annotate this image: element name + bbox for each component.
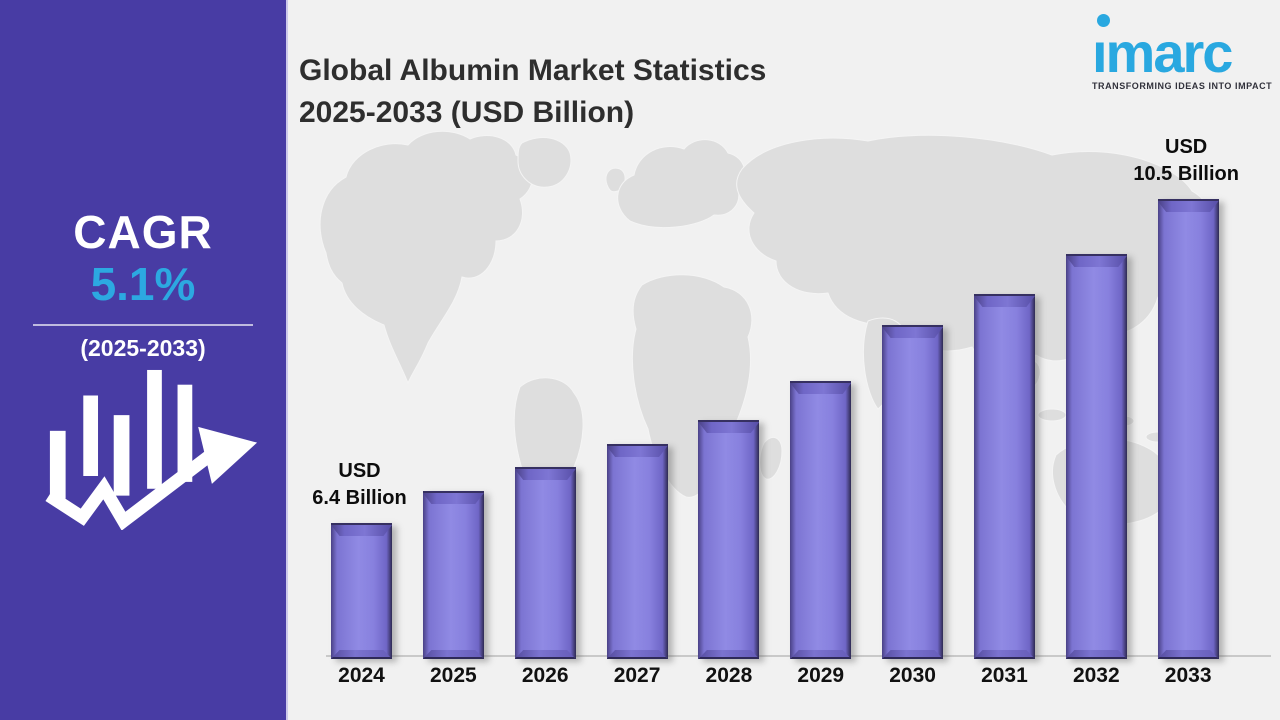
bar-2029 [790,381,852,659]
bar-2026 [514,467,576,659]
x-axis-label-2024: 2024 [338,664,385,687]
logo-wordmark: ımarc [1092,21,1233,84]
bar-chart-growth-arrow-icon [45,369,258,530]
bar-value-label-2024: USD 6.4 Billion [312,460,407,509]
bar-2024 [331,523,392,659]
bar-2030 [882,325,944,659]
page-title-line2: 2025-2033 (USD Billion) [299,96,635,130]
cagr-value: 5.1% [90,258,196,310]
x-axis-label-2025: 2025 [429,664,477,687]
page-title: Global Albumin Market Statistics 2025-20… [299,50,939,134]
bar-2031 [973,294,1035,659]
bar-2025 [422,491,484,659]
imarc-logo: ımarc TRANSFORMING IDEAS INTO IMPACT [1092,6,1272,91]
cagr-label: CAGR [73,206,213,258]
bar-2033 [1157,199,1219,659]
page-title-line1: Global Albumin Market Statistics [299,54,767,88]
x-axis-label-2028: 2028 [705,664,753,687]
bar-2032 [1065,254,1127,659]
cagr-sidebar: CAGR 5.1% (2025-2033) [0,0,288,720]
bar-2028 [698,420,760,659]
x-axis-label-2030: 2030 [889,664,936,687]
divider [33,324,253,326]
x-axis-label-2032: 2032 [1072,664,1120,687]
x-axis-label-2031: 2031 [981,664,1028,687]
x-axis-label-2027: 2027 [613,664,661,687]
logo-tagline: TRANSFORMING IDEAS INTO IMPACT [1092,81,1273,91]
logo-i-dot-icon [1097,14,1110,27]
bar-2027 [606,444,668,659]
cagr-period: (2025-2033) [80,335,206,361]
bar-value-label-2033: USD 10.5 Billion [1133,136,1239,185]
x-axis-label-2026: 2026 [521,664,569,687]
x-axis-label-2029: 2029 [797,664,845,687]
x-axis-label-2033: 2033 [1164,664,1212,687]
